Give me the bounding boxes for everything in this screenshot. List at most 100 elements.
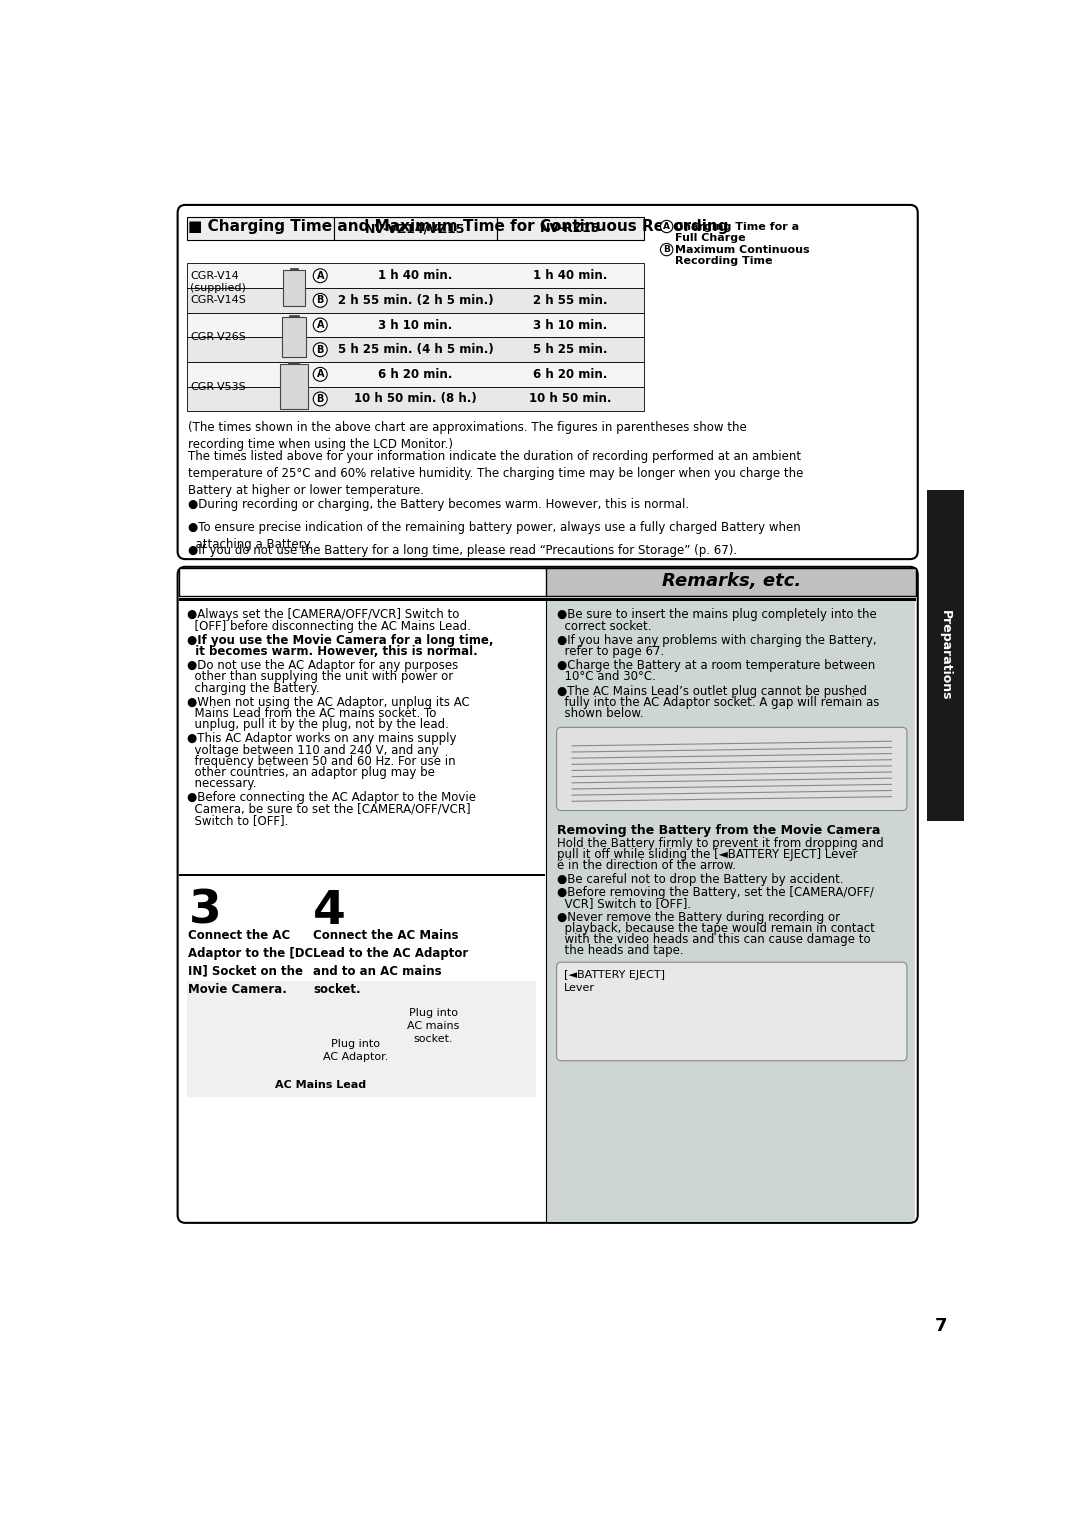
Bar xyxy=(179,567,916,596)
Bar xyxy=(179,567,545,596)
Text: Camera, be sure to set the [CAMERA/OFF/VCR]: Camera, be sure to set the [CAMERA/OFF/V… xyxy=(187,802,471,816)
Circle shape xyxy=(313,269,327,283)
Text: A: A xyxy=(316,270,324,281)
Text: 6 h 20 min.: 6 h 20 min. xyxy=(378,368,453,380)
Text: Maximum Continuous: Maximum Continuous xyxy=(675,244,810,255)
Bar xyxy=(288,362,299,364)
Bar xyxy=(289,267,298,270)
Text: ●Before removing the Battery, set the [CAMERA/OFF/: ●Before removing the Battery, set the [C… xyxy=(556,886,874,898)
Bar xyxy=(927,490,964,821)
Circle shape xyxy=(313,318,327,332)
Bar xyxy=(187,362,644,387)
Text: ●Before connecting the AC Adaptor to the Movie: ●Before connecting the AC Adaptor to the… xyxy=(187,792,476,804)
Text: Full Charge: Full Charge xyxy=(675,232,746,243)
Text: B: B xyxy=(316,394,324,403)
Text: (The times shown in the above chart are approximations. The figures in parenthes: (The times shown in the above chart are … xyxy=(189,420,747,451)
Text: 3 h 10 min.: 3 h 10 min. xyxy=(534,318,608,332)
FancyBboxPatch shape xyxy=(177,205,918,559)
Text: VCR] Switch to [OFF].: VCR] Switch to [OFF]. xyxy=(556,897,691,911)
Text: 6 h 20 min.: 6 h 20 min. xyxy=(534,368,608,380)
Text: CGR-V26S: CGR-V26S xyxy=(190,333,246,342)
Text: Preparations: Preparations xyxy=(940,610,953,701)
Text: charging the Battery.: charging the Battery. xyxy=(187,681,320,695)
Bar xyxy=(289,315,298,318)
Text: ●Charge the Battery at a room temperature between: ●Charge the Battery at a room temperatur… xyxy=(556,659,875,672)
Text: other countries, an adaptor plug may be: other countries, an adaptor plug may be xyxy=(187,766,435,779)
Text: ■ Charging Time and Maximum Time for Continuous Recording: ■ Charging Time and Maximum Time for Con… xyxy=(189,219,729,234)
Text: 3: 3 xyxy=(189,889,221,934)
Text: 2 h 55 min. (2 h 5 min.): 2 h 55 min. (2 h 5 min.) xyxy=(338,293,494,307)
Text: playback, because the tape would remain in contact: playback, because the tape would remain … xyxy=(556,921,875,935)
Bar xyxy=(280,364,308,410)
Text: 3 h 10 min.: 3 h 10 min. xyxy=(378,318,453,332)
Text: ●This AC Adaptor works on any mains supply: ●This AC Adaptor works on any mains supp… xyxy=(187,732,457,746)
Text: Charging Time for a: Charging Time for a xyxy=(675,222,799,232)
Text: NV-VZ14/VZ15: NV-VZ14/VZ15 xyxy=(365,222,465,235)
FancyBboxPatch shape xyxy=(556,963,907,1060)
Text: 1 h 40 min.: 1 h 40 min. xyxy=(534,269,608,283)
Text: ●If you have any problems with charging the Battery,: ●If you have any problems with charging … xyxy=(556,634,876,646)
Text: é in the direction of the arrow.: é in the direction of the arrow. xyxy=(556,859,735,872)
Text: B: B xyxy=(663,244,670,254)
Text: shown below.: shown below. xyxy=(556,707,644,720)
Text: voltage between 110 and 240 V, and any: voltage between 110 and 240 V, and any xyxy=(187,744,438,756)
Text: frequency between 50 and 60 Hz. For use in: frequency between 50 and 60 Hz. For use … xyxy=(187,755,456,767)
Text: the heads and tape.: the heads and tape. xyxy=(556,944,684,957)
Text: ●Be careful not to drop the Battery by accident.: ●Be careful not to drop the Battery by a… xyxy=(556,872,843,886)
Text: pull it off while sliding the [◄BATTERY EJECT] Lever: pull it off while sliding the [◄BATTERY … xyxy=(556,848,858,860)
Text: with the video heads and this can cause damage to: with the video heads and this can cause … xyxy=(556,934,870,946)
Bar xyxy=(179,599,916,602)
Circle shape xyxy=(313,367,327,382)
Text: correct socket.: correct socket. xyxy=(556,619,651,633)
Text: A: A xyxy=(316,370,324,379)
Bar xyxy=(179,874,545,877)
Text: Plug into
AC Adaptor.: Plug into AC Adaptor. xyxy=(323,1039,389,1062)
Text: ●Be sure to insert the mains plug completely into the: ●Be sure to insert the mains plug comple… xyxy=(556,608,876,622)
Text: ●During recording or charging, the Battery becomes warm. However, this is normal: ●During recording or charging, the Batte… xyxy=(189,498,690,510)
Bar xyxy=(546,602,916,1221)
Text: Plug into
AC mains
socket.: Plug into AC mains socket. xyxy=(407,1008,460,1045)
Text: Mains Lead from the AC mains socket. To: Mains Lead from the AC mains socket. To xyxy=(187,707,436,720)
Bar xyxy=(187,289,644,313)
Text: CGR-V14
(supplied)
CGR-V14S: CGR-V14 (supplied) CGR-V14S xyxy=(190,272,246,304)
Text: A: A xyxy=(316,319,324,330)
Text: ●The AC Mains Lead’s outlet plug cannot be pushed: ●The AC Mains Lead’s outlet plug cannot … xyxy=(556,685,866,698)
Text: AC Mains Lead: AC Mains Lead xyxy=(275,1080,366,1091)
Text: Connect the AC Mains
Lead to the AC Adaptor
and to an AC mains
socket.: Connect the AC Mains Lead to the AC Adap… xyxy=(313,929,469,996)
Bar xyxy=(282,318,306,358)
Bar xyxy=(334,217,497,240)
Text: ●If you use the Movie Camera for a long time,: ●If you use the Movie Camera for a long … xyxy=(187,634,494,646)
Text: ●If you do not use the Battery for a long time, please read “Precautions for Sto: ●If you do not use the Battery for a lon… xyxy=(189,544,738,556)
Bar xyxy=(497,217,644,240)
Text: Removing the Battery from the Movie Camera: Removing the Battery from the Movie Came… xyxy=(556,825,880,837)
FancyBboxPatch shape xyxy=(177,567,918,1222)
Bar xyxy=(187,981,536,1097)
FancyBboxPatch shape xyxy=(556,727,907,810)
Text: unplug, pull it by the plug, not by the lead.: unplug, pull it by the plug, not by the … xyxy=(187,718,449,730)
Text: [OFF] before disconnecting the AC Mains Lead.: [OFF] before disconnecting the AC Mains … xyxy=(187,619,471,633)
Text: B: B xyxy=(316,345,324,354)
Text: ●To ensure precise indication of the remaining battery power, always use a fully: ●To ensure precise indication of the rem… xyxy=(189,521,801,550)
Text: 7: 7 xyxy=(935,1317,947,1335)
Circle shape xyxy=(313,293,327,307)
Text: A: A xyxy=(663,222,671,231)
Bar xyxy=(283,270,305,306)
Text: NV-RZ15: NV-RZ15 xyxy=(540,222,600,235)
Text: The times listed above for your information indicate the duration of recording p: The times listed above for your informat… xyxy=(189,449,804,497)
Text: necessary.: necessary. xyxy=(187,778,256,790)
Text: 2 h 55 min.: 2 h 55 min. xyxy=(534,293,608,307)
Text: 5 h 25 min. (4 h 5 min.): 5 h 25 min. (4 h 5 min.) xyxy=(338,344,494,356)
Text: Switch to [OFF].: Switch to [OFF]. xyxy=(187,813,288,827)
Text: [◄BATTERY EJECT]
Lever: [◄BATTERY EJECT] Lever xyxy=(565,970,665,993)
Text: 1 h 40 min.: 1 h 40 min. xyxy=(378,269,453,283)
Text: ●Do not use the AC Adaptor for any purposes: ●Do not use the AC Adaptor for any purpo… xyxy=(187,659,458,672)
Text: 10 h 50 min.: 10 h 50 min. xyxy=(529,393,611,405)
Text: Connect the AC
Adaptor to the [DC
IN] Socket on the
Movie Camera.: Connect the AC Adaptor to the [DC IN] So… xyxy=(189,929,313,996)
Circle shape xyxy=(661,220,673,232)
Text: ●When not using the AC Adaptor, unplug its AC: ●When not using the AC Adaptor, unplug i… xyxy=(187,695,470,709)
Bar xyxy=(187,387,644,411)
Bar xyxy=(187,313,644,338)
Text: 5 h 25 min.: 5 h 25 min. xyxy=(534,344,608,356)
Text: other than supplying the unit with power or: other than supplying the unit with power… xyxy=(187,671,454,683)
Bar xyxy=(187,263,644,289)
